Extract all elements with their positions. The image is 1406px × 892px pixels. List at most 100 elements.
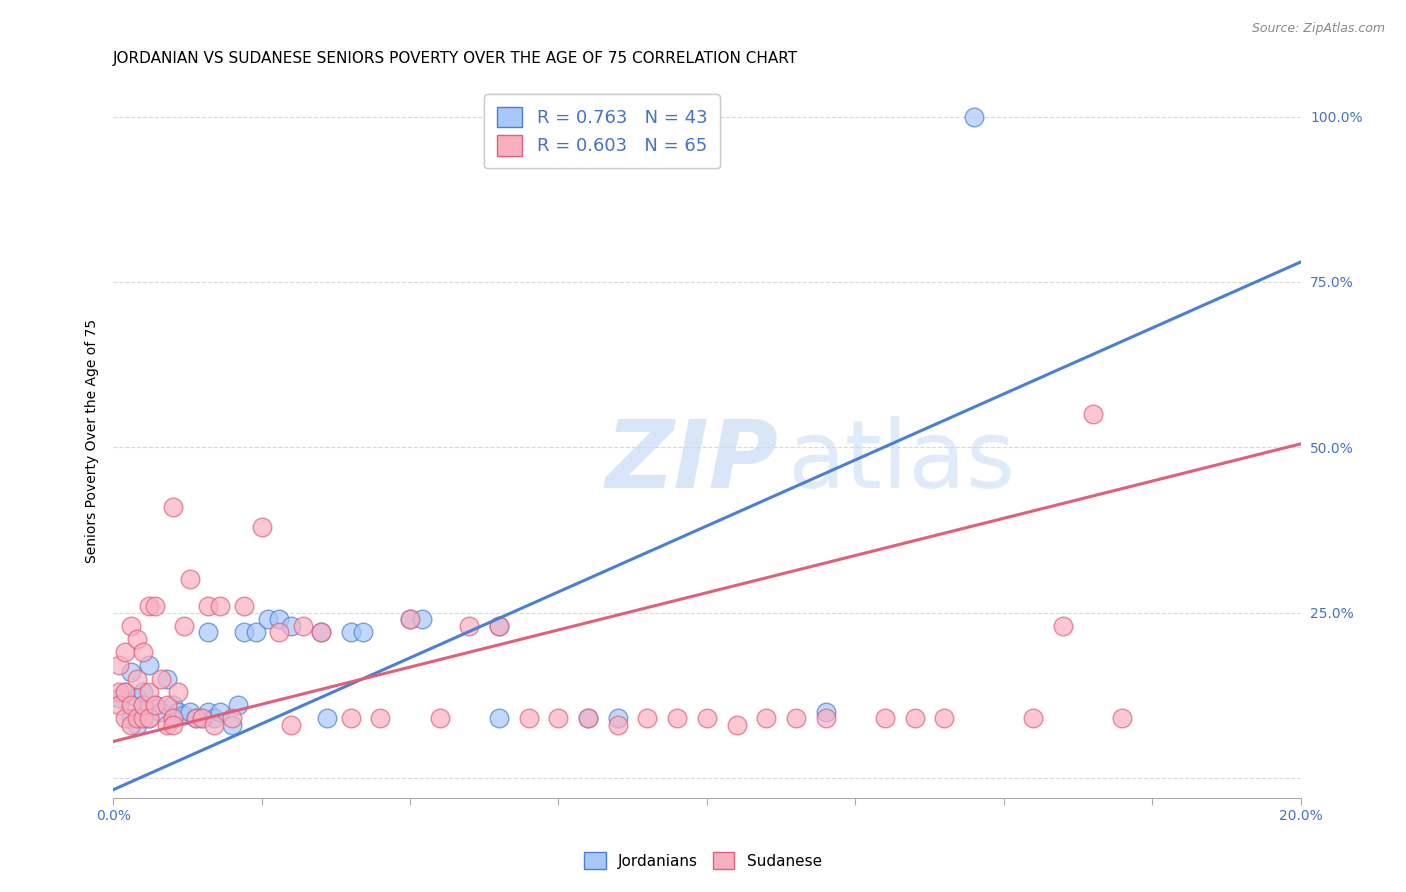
Point xyxy=(755,711,778,725)
Point xyxy=(309,625,332,640)
Point xyxy=(1081,407,1104,421)
Point xyxy=(221,718,243,732)
Point xyxy=(132,711,155,725)
Point xyxy=(108,658,131,673)
Point xyxy=(120,665,142,679)
Point xyxy=(125,632,148,646)
Point xyxy=(179,573,201,587)
Point xyxy=(156,672,179,686)
Point xyxy=(191,711,214,725)
Point xyxy=(232,625,254,640)
Point xyxy=(149,672,172,686)
Point xyxy=(250,519,273,533)
Point xyxy=(114,685,136,699)
Point xyxy=(191,711,214,725)
Point xyxy=(162,711,184,725)
Point xyxy=(316,711,339,725)
Point xyxy=(637,711,659,725)
Point xyxy=(197,599,219,613)
Point xyxy=(370,711,392,725)
Point xyxy=(814,711,837,725)
Point xyxy=(114,711,136,725)
Text: Source: ZipAtlas.com: Source: ZipAtlas.com xyxy=(1251,22,1385,36)
Point xyxy=(280,619,302,633)
Point xyxy=(149,705,172,719)
Point xyxy=(488,711,510,725)
Point xyxy=(245,625,267,640)
Point xyxy=(197,705,219,719)
Point xyxy=(226,698,249,712)
Point xyxy=(125,711,148,725)
Point xyxy=(125,718,148,732)
Y-axis label: Seniors Poverty Over the Age of 75: Seniors Poverty Over the Age of 75 xyxy=(86,318,100,563)
Point xyxy=(904,711,927,725)
Point xyxy=(606,718,628,732)
Point xyxy=(138,658,160,673)
Point xyxy=(125,672,148,686)
Point xyxy=(725,718,748,732)
Point xyxy=(269,612,291,626)
Point xyxy=(162,718,184,732)
Point xyxy=(232,599,254,613)
Point xyxy=(120,718,142,732)
Point xyxy=(209,705,232,719)
Point xyxy=(162,698,184,712)
Point xyxy=(934,711,956,725)
Point xyxy=(125,691,148,706)
Point xyxy=(1111,711,1133,725)
Point xyxy=(132,698,155,712)
Point xyxy=(399,612,422,626)
Point xyxy=(186,711,208,725)
Legend: R = 0.763   N = 43, R = 0.603   N = 65: R = 0.763 N = 43, R = 0.603 N = 65 xyxy=(484,94,720,169)
Point xyxy=(108,691,131,706)
Point xyxy=(120,711,142,725)
Point xyxy=(399,612,422,626)
Point xyxy=(488,619,510,633)
Point xyxy=(606,711,628,725)
Point xyxy=(162,500,184,514)
Point xyxy=(143,698,166,712)
Point xyxy=(173,619,195,633)
Point xyxy=(352,625,374,640)
Point xyxy=(114,685,136,699)
Point xyxy=(186,711,208,725)
Point xyxy=(173,708,195,723)
Point xyxy=(120,619,142,633)
Point xyxy=(576,711,599,725)
Point xyxy=(132,645,155,659)
Point xyxy=(814,705,837,719)
Point xyxy=(167,685,190,699)
Point xyxy=(114,645,136,659)
Point xyxy=(547,711,569,725)
Point xyxy=(197,625,219,640)
Point xyxy=(209,599,232,613)
Point xyxy=(429,711,451,725)
Point xyxy=(108,698,131,712)
Point xyxy=(156,718,179,732)
Point xyxy=(221,711,243,725)
Point xyxy=(167,705,190,719)
Point xyxy=(873,711,896,725)
Point xyxy=(256,612,278,626)
Point xyxy=(576,711,599,725)
Text: ZIP: ZIP xyxy=(606,416,779,508)
Point xyxy=(517,711,540,725)
Point xyxy=(202,718,225,732)
Point xyxy=(1022,711,1045,725)
Point xyxy=(488,619,510,633)
Point xyxy=(162,711,184,725)
Point xyxy=(138,711,160,725)
Point xyxy=(963,110,986,124)
Point xyxy=(132,685,155,699)
Point xyxy=(138,685,160,699)
Point xyxy=(666,711,689,725)
Point xyxy=(138,711,160,725)
Point xyxy=(785,711,807,725)
Point xyxy=(143,698,166,712)
Point xyxy=(269,625,291,640)
Point xyxy=(339,625,361,640)
Text: JORDANIAN VS SUDANESE SENIORS POVERTY OVER THE AGE OF 75 CORRELATION CHART: JORDANIAN VS SUDANESE SENIORS POVERTY OV… xyxy=(114,51,799,66)
Point xyxy=(120,698,142,712)
Point xyxy=(1052,619,1074,633)
Text: atlas: atlas xyxy=(787,416,1017,508)
